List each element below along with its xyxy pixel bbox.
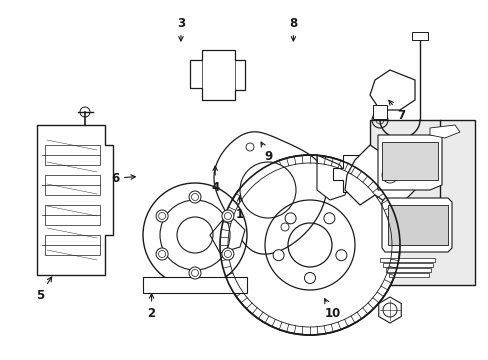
Text: 2: 2	[147, 294, 155, 320]
Polygon shape	[209, 215, 244, 253]
Polygon shape	[345, 140, 424, 205]
Text: 6: 6	[111, 172, 135, 185]
Circle shape	[285, 213, 296, 224]
Bar	[388, 273, 428, 277]
Bar	[369, 120, 474, 285]
Circle shape	[432, 223, 446, 237]
Circle shape	[222, 210, 233, 222]
Circle shape	[142, 183, 246, 287]
Text: 7: 7	[388, 100, 404, 122]
Text: 4: 4	[211, 166, 219, 194]
Text: 9: 9	[261, 142, 272, 163]
Circle shape	[323, 213, 334, 224]
Circle shape	[222, 248, 233, 260]
Text: 5: 5	[36, 277, 52, 302]
Bar	[372, 105, 386, 119]
Circle shape	[189, 267, 201, 279]
Bar	[382, 263, 432, 267]
Polygon shape	[387, 205, 447, 245]
Circle shape	[220, 155, 399, 335]
Polygon shape	[381, 142, 437, 180]
Polygon shape	[378, 297, 401, 323]
Polygon shape	[377, 135, 441, 190]
Bar	[385, 268, 430, 272]
Bar	[45, 145, 100, 165]
Polygon shape	[37, 125, 113, 275]
Polygon shape	[369, 70, 414, 110]
Circle shape	[273, 250, 284, 261]
Circle shape	[335, 250, 346, 261]
Circle shape	[240, 162, 295, 218]
Polygon shape	[190, 50, 244, 100]
Bar	[411, 32, 427, 40]
Polygon shape	[429, 125, 459, 138]
Polygon shape	[332, 155, 376, 192]
Bar	[45, 235, 100, 255]
Text: 8: 8	[289, 17, 297, 41]
Polygon shape	[381, 198, 451, 252]
Bar	[45, 175, 100, 195]
Circle shape	[156, 210, 168, 222]
Circle shape	[156, 248, 168, 260]
Bar	[45, 205, 100, 225]
Circle shape	[189, 191, 201, 203]
Polygon shape	[316, 155, 349, 200]
Bar	[142, 277, 246, 293]
Text: 3: 3	[177, 17, 184, 41]
Text: 1: 1	[235, 197, 243, 221]
Bar	[379, 258, 434, 262]
Circle shape	[304, 273, 315, 284]
Text: 10: 10	[324, 299, 340, 320]
